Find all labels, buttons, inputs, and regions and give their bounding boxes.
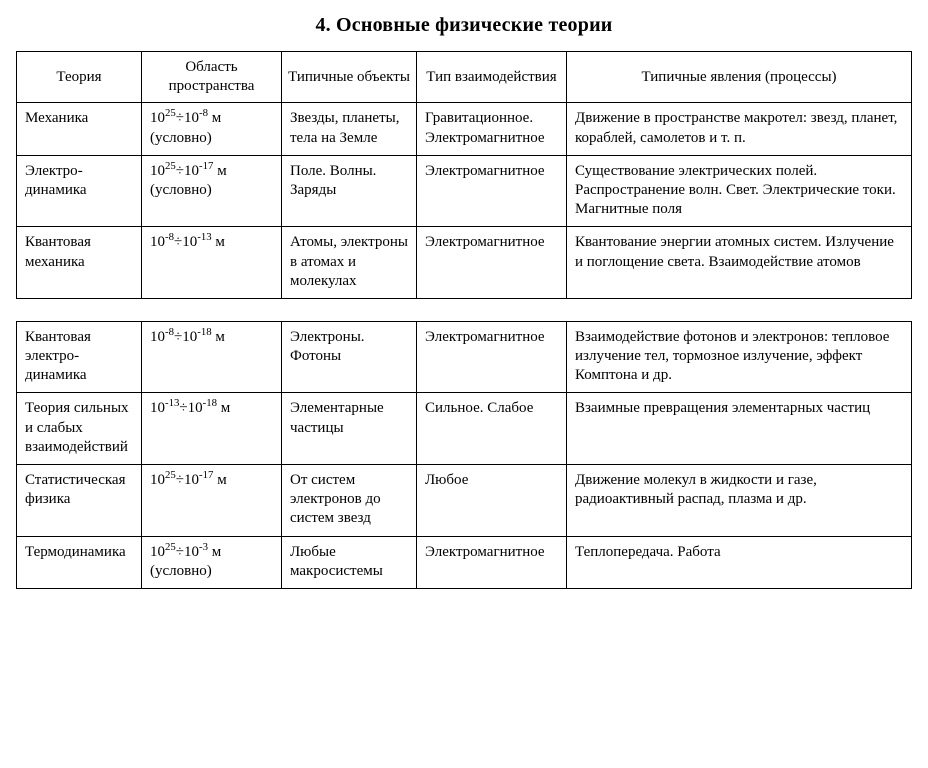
cell-theory: Теория сильных и слабых взаимодействий <box>17 393 142 465</box>
cell-interaction: Любое <box>417 465 567 537</box>
col-theory: Теория <box>17 52 142 103</box>
cell-theory: Квантовая электро­динамика <box>17 321 142 393</box>
table-row: Механика1025÷10-8 м (условно)Звезды, пла… <box>17 103 912 155</box>
table-row: Термодинамика1025÷10-3 м (условно)Любые … <box>17 536 912 588</box>
cell-space: 1025÷10-17 м <box>142 465 282 537</box>
cell-phenomena: Движение молекул в жидкости и газе, ради… <box>567 465 912 537</box>
cell-space: 1025÷10-3 м (условно) <box>142 536 282 588</box>
table-row: Квантовая электро­динамика10-8÷10-18 мЭл… <box>17 321 912 393</box>
cell-phenomena: Квантование энергии атомных систем. Излу… <box>567 227 912 299</box>
cell-phenomena: Существование электрических полей. Распр… <box>567 155 912 227</box>
col-objects: Типичные объекты <box>282 52 417 103</box>
cell-interaction: Электро­магнитное <box>417 155 567 227</box>
cell-space: 10-13÷10-18 м <box>142 393 282 465</box>
col-phenomena: Типичные явления (процессы) <box>567 52 912 103</box>
cell-space: 10-8÷10-18 м <box>142 321 282 393</box>
cell-objects: Звезды, планеты, тела на Земле <box>282 103 417 155</box>
cell-interaction: Электро­магнитное <box>417 227 567 299</box>
table-row: Теория сильных и слабых взаимодействий10… <box>17 393 912 465</box>
cell-interaction: Электро­магнитное <box>417 321 567 393</box>
theories-table-1: Теория Область пространства Типичные объ… <box>16 51 912 299</box>
cell-objects: Поле. Волны. Заряды <box>282 155 417 227</box>
cell-theory: Термодинамика <box>17 536 142 588</box>
cell-space: 1025÷10-8 м (условно) <box>142 103 282 155</box>
cell-theory: Квантовая механика <box>17 227 142 299</box>
cell-interaction: Электро­магнитное <box>417 536 567 588</box>
table-row: Электро­динамика1025÷10-17 м (условно)По… <box>17 155 912 227</box>
cell-objects: Элементарные частицы <box>282 393 417 465</box>
table-row: Статистическая физика1025÷10-17 мОт сист… <box>17 465 912 537</box>
page-title: 4. Основные физические теории <box>16 14 912 37</box>
cell-objects: От систем электронов до систем звезд <box>282 465 417 537</box>
table-body: Механика1025÷10-8 м (условно)Звезды, пла… <box>17 103 912 299</box>
cell-interaction: Сильное. Слабое <box>417 393 567 465</box>
cell-objects: Электроны. Фотоны <box>282 321 417 393</box>
cell-phenomena: Теплопередача. Работа <box>567 536 912 588</box>
cell-phenomena: Движение в пространстве макротел: звезд,… <box>567 103 912 155</box>
cell-space: 10-8÷10-13 м <box>142 227 282 299</box>
cell-phenomena: Взаимные превращения элементарных частиц <box>567 393 912 465</box>
table-row: Квантовая механика10-8÷10-13 мАтомы, эле… <box>17 227 912 299</box>
col-interaction: Тип взаимодействия <box>417 52 567 103</box>
header-row: Теория Область пространства Типичные объ… <box>17 52 912 103</box>
cell-interaction: Гравитационное. Электро­магнитное <box>417 103 567 155</box>
col-space: Область пространства <box>142 52 282 103</box>
cell-objects: Атомы, электроны в атомах и молекулах <box>282 227 417 299</box>
theories-table-2: Квантовая электро­динамика10-8÷10-18 мЭл… <box>16 321 912 589</box>
cell-objects: Любые макросистемы <box>282 536 417 588</box>
cell-space: 1025÷10-17 м (условно) <box>142 155 282 227</box>
cell-theory: Электро­динамика <box>17 155 142 227</box>
cell-theory: Статистическая физика <box>17 465 142 537</box>
table-body: Квантовая электро­динамика10-8÷10-18 мЭл… <box>17 321 912 588</box>
cell-theory: Механика <box>17 103 142 155</box>
table-head: Теория Область пространства Типичные объ… <box>17 52 912 103</box>
cell-phenomena: Взаимодействие фотонов и электронов: теп… <box>567 321 912 393</box>
